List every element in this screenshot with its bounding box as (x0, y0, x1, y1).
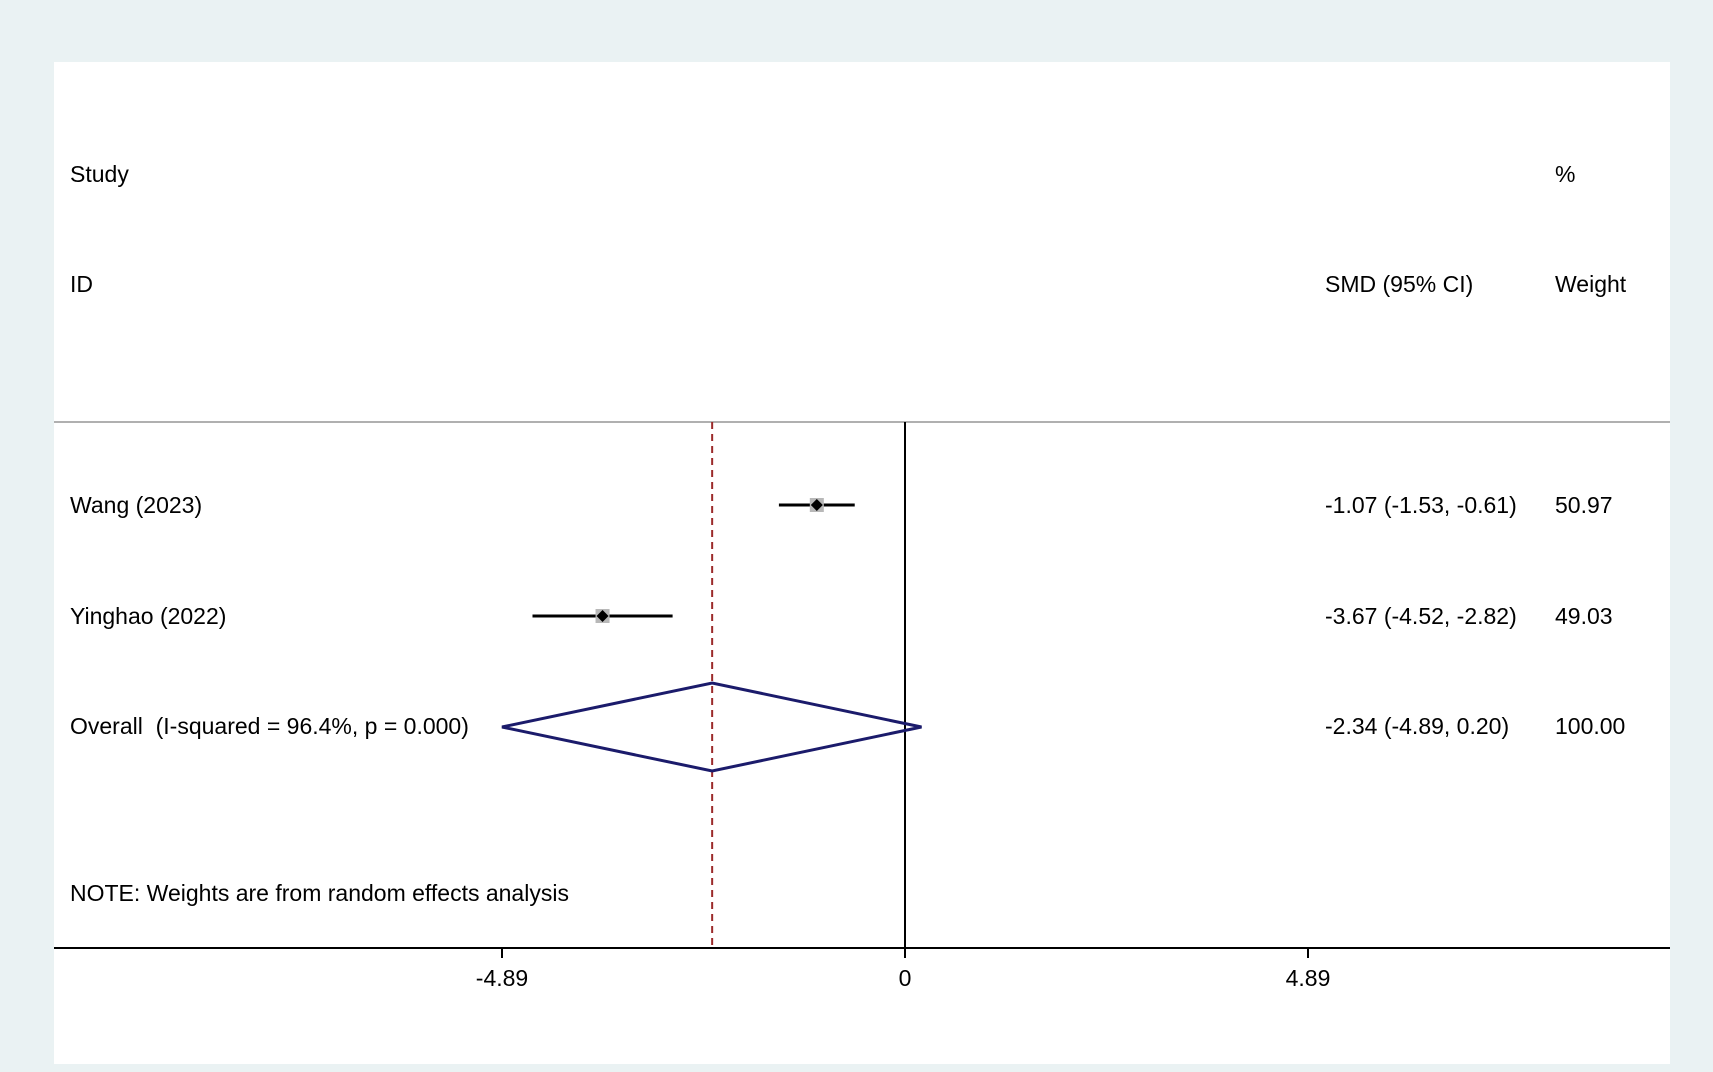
header-effect: SMD (95% CI) (1325, 271, 1473, 297)
study-point-estimate (810, 499, 823, 511)
header-weight: Weight (1555, 271, 1627, 297)
x-axis-ticks: -4.89 0 4.89 (476, 948, 1331, 991)
study-name: Yinghao (2022) (70, 603, 226, 629)
note-text: NOTE: Weights are from random effects an… (70, 880, 569, 906)
overall-ci-text: -2.34 (-4.89, 0.20) (1325, 713, 1509, 739)
header-study: Study (70, 161, 129, 187)
header-id: ID (70, 271, 93, 297)
x-tick-label: 0 (899, 965, 912, 991)
x-tick-label: 4.89 (1286, 965, 1331, 991)
overall-weight: 100.00 (1555, 713, 1625, 739)
header-weight-percent: % (1555, 161, 1575, 187)
x-tick-label: -4.89 (476, 965, 528, 991)
study-row-wang: Wang (2023) -1.07 (-1.53, -0.61) 50.97 (70, 492, 1613, 518)
study-ci-text: -1.07 (-1.53, -0.61) (1325, 492, 1517, 518)
study-weight: 50.97 (1555, 492, 1613, 518)
overall-row: Overall (I-squared = 96.4%, p = 0.000) -… (70, 681, 1625, 773)
study-weight: 49.03 (1555, 603, 1613, 629)
overall-diamond (501, 681, 922, 773)
study-point-estimate (596, 610, 609, 622)
study-row-yinghao: Yinghao (2022) -3.67 (-4.52, -2.82) 49.0… (70, 603, 1613, 629)
study-name: Wang (2023) (70, 492, 202, 518)
overall-label: Overall (I-squared = 96.4%, p = 0.000) (70, 713, 469, 739)
plot-panel (54, 62, 1670, 1064)
study-ci-text: -3.67 (-4.52, -2.82) (1325, 603, 1517, 629)
